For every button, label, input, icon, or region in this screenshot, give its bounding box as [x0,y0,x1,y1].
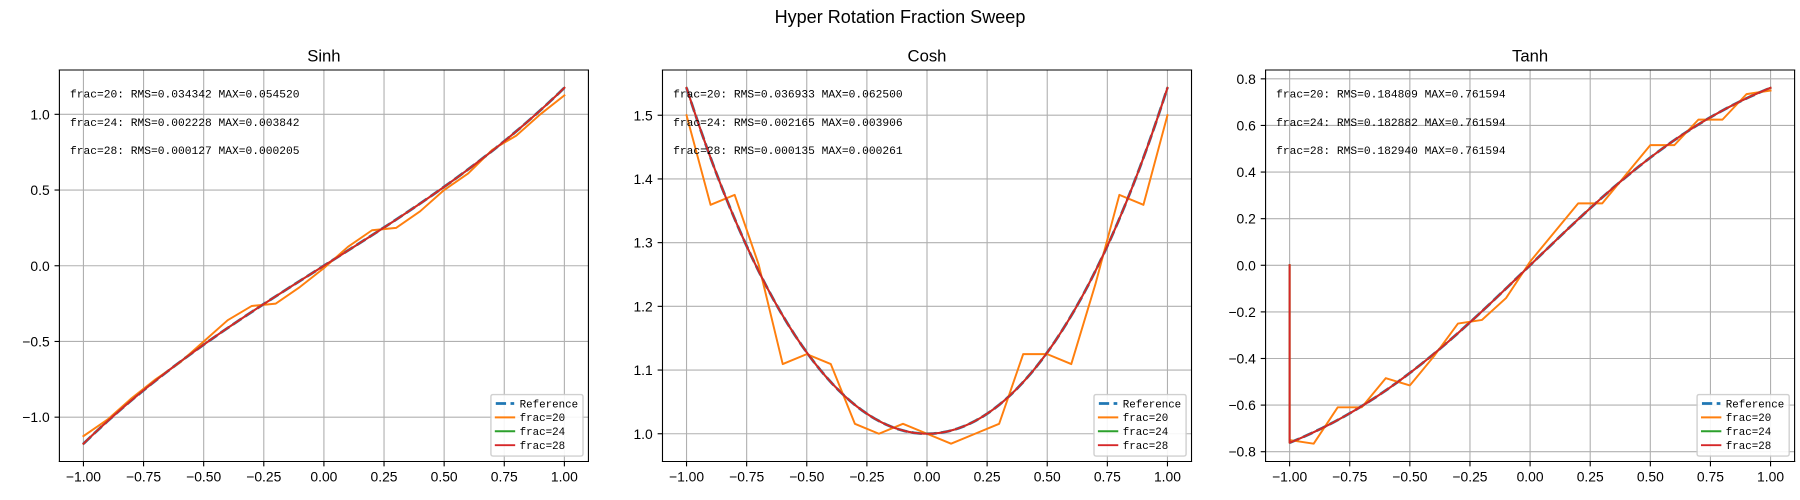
svg-text:1.2: 1.2 [633,298,653,314]
svg-text:−0.6: −0.6 [1228,397,1256,413]
svg-text:−1.00: −1.00 [669,468,704,484]
svg-text:frac=24: RMS=0.182882 MAX=0.76: frac=24: RMS=0.182882 MAX=0.761594 [1276,118,1506,130]
svg-text:1.5: 1.5 [633,107,653,123]
svg-text:0.25: 0.25 [371,468,398,484]
svg-text:0.25: 0.25 [1577,468,1604,484]
svg-text:0.6: 0.6 [1237,117,1257,133]
svg-text:frac=28: RMS=0.182940 MAX=0.76: frac=28: RMS=0.182940 MAX=0.761594 [1276,146,1506,158]
svg-text:frac=20: frac=20 [1123,413,1169,425]
svg-text:frac=24: RMS=0.002228 MAX=0.00: frac=24: RMS=0.002228 MAX=0.003842 [70,118,300,130]
svg-text:frac=24: frac=24 [1123,427,1169,439]
svg-text:frac=28: RMS=0.000135 MAX=0.00: frac=28: RMS=0.000135 MAX=0.000261 [673,146,903,158]
svg-text:1.00: 1.00 [1154,468,1181,484]
svg-text:Tanh: Tanh [1512,47,1548,66]
svg-text:−0.75: −0.75 [729,468,764,484]
svg-text:frac=28: frac=28 [520,441,566,453]
svg-text:0.0: 0.0 [1237,257,1257,273]
svg-text:−0.50: −0.50 [1392,468,1427,484]
svg-text:1.4: 1.4 [633,171,653,187]
svg-text:0.8: 0.8 [1237,71,1257,87]
svg-text:−1.00: −1.00 [66,468,101,484]
svg-text:frac=28: RMS=0.000127 MAX=0.00: frac=28: RMS=0.000127 MAX=0.000205 [70,146,300,158]
svg-text:−0.4: −0.4 [1228,351,1256,367]
svg-text:0.5: 0.5 [30,182,50,198]
svg-text:−0.25: −0.25 [849,468,884,484]
svg-text:frac=20: frac=20 [520,413,566,425]
svg-text:0.00: 0.00 [310,468,337,484]
svg-text:frac=28: frac=28 [1726,441,1772,453]
svg-text:frac=20: frac=20 [1726,413,1772,425]
svg-text:−0.50: −0.50 [186,468,221,484]
svg-text:frac=24: RMS=0.002165 MAX=0.00: frac=24: RMS=0.002165 MAX=0.003906 [673,118,903,130]
svg-text:Sinh: Sinh [307,47,340,66]
svg-text:−0.50: −0.50 [789,468,824,484]
svg-text:frac=24: frac=24 [1726,427,1772,439]
svg-text:−0.25: −0.25 [246,468,281,484]
svg-text:1.00: 1.00 [551,468,578,484]
svg-text:−0.75: −0.75 [1332,468,1367,484]
svg-text:1.3: 1.3 [633,235,653,251]
svg-text:frac=20: RMS=0.036933 MAX=0.06: frac=20: RMS=0.036933 MAX=0.062500 [673,90,903,102]
svg-text:frac=20: RMS=0.184809 MAX=0.76: frac=20: RMS=0.184809 MAX=0.761594 [1276,90,1506,102]
svg-text:−1.0: −1.0 [22,409,50,425]
svg-text:−0.75: −0.75 [126,468,161,484]
svg-text:1.0: 1.0 [30,106,50,122]
svg-text:0.50: 0.50 [1637,468,1664,484]
svg-text:−0.2: −0.2 [1228,304,1256,320]
svg-text:1.0: 1.0 [633,426,653,442]
svg-text:Reference: Reference [1726,399,1784,411]
svg-text:frac=24: frac=24 [520,427,566,439]
svg-text:1.1: 1.1 [633,362,653,378]
svg-text:0.25: 0.25 [974,468,1001,484]
svg-text:0.50: 0.50 [1034,468,1061,484]
svg-text:−0.8: −0.8 [1228,444,1256,460]
svg-text:0.00: 0.00 [913,468,940,484]
svg-text:Cosh: Cosh [908,47,947,66]
svg-text:0.75: 0.75 [491,468,518,484]
svg-text:0.75: 0.75 [1697,468,1724,484]
svg-text:0.50: 0.50 [431,468,458,484]
svg-text:0.75: 0.75 [1094,468,1121,484]
svg-text:0.00: 0.00 [1517,468,1544,484]
svg-text:frac=28: frac=28 [1123,441,1169,453]
svg-text:−0.5: −0.5 [22,333,50,349]
svg-text:−1.00: −1.00 [1272,468,1307,484]
svg-text:0.2: 0.2 [1237,211,1257,227]
svg-text:0.0: 0.0 [30,258,50,274]
svg-text:Reference: Reference [520,399,578,411]
svg-text:0.4: 0.4 [1237,164,1257,180]
svg-text:−0.25: −0.25 [1452,468,1487,484]
svg-text:1.00: 1.00 [1757,468,1784,484]
svg-text:frac=20: RMS=0.034342 MAX=0.05: frac=20: RMS=0.034342 MAX=0.054520 [70,90,300,102]
svg-text:Reference: Reference [1123,399,1181,411]
svg-text:Hyper Rotation Fraction Sweep: Hyper Rotation Fraction Sweep [775,7,1026,27]
